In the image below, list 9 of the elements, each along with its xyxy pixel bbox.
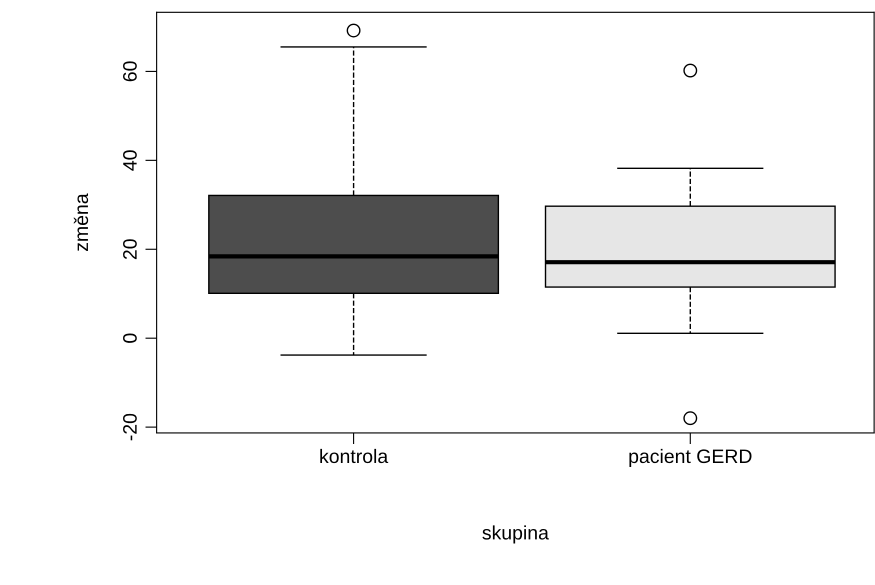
x-tick-label: kontrola [320, 448, 388, 464]
y-tick-label: 60 [123, 61, 137, 82]
y-tick-label: 20 [123, 239, 137, 260]
y-tick-label: -20 [123, 414, 137, 440]
x-tick-label: pacient GERD [629, 448, 752, 467]
y-tick-label: 40 [123, 150, 137, 171]
y-axis-title: změna [74, 193, 88, 251]
y-tick-label: 0 [123, 334, 137, 343]
x-axis-title: skupina [482, 525, 549, 544]
